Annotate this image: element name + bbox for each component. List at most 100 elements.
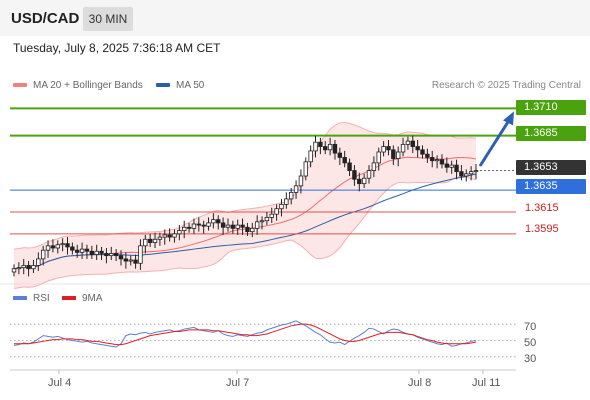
bearish-candle — [75, 249, 80, 253]
bullish-candle — [284, 198, 289, 205]
bullish-candle — [405, 140, 411, 145]
legend-ma50-label: MA 50 — [176, 80, 205, 91]
rsi-tick-50: 50 — [524, 337, 537, 349]
bearish-candle — [347, 162, 352, 171]
x-tick-jul8: Jul 8 — [408, 377, 432, 389]
bullish-candle — [449, 164, 454, 168]
bullish-candle — [361, 177, 367, 185]
bullish-candle — [434, 159, 440, 162]
bullish-candle — [21, 265, 26, 269]
bullish-candle — [235, 224, 240, 229]
bullish-candle — [468, 171, 474, 175]
bullish-candle — [395, 151, 401, 159]
bearish-candle — [352, 170, 357, 180]
bullish-candle — [128, 259, 133, 262]
support-1-label: 1.3615 — [525, 202, 559, 214]
bullish-candle — [16, 267, 22, 270]
bearish-candle — [337, 152, 343, 158]
bearish-candle — [323, 146, 328, 151]
legend-rsi-label: RSI — [33, 293, 50, 304]
bearish-candle — [118, 255, 124, 260]
legend-9ma: 9MA — [62, 293, 103, 304]
bearish-candle — [65, 243, 70, 248]
x-tick-jul4: Jul 4 — [48, 377, 72, 389]
bullish-candle — [254, 221, 260, 229]
legend-ma20: MA 20 + Bollinger Bands — [13, 80, 143, 91]
symbol-title: USD/CAD — [11, 10, 80, 27]
bullish-candle — [274, 208, 279, 215]
bearish-candle — [386, 146, 391, 151]
bearish-candle — [104, 253, 109, 257]
bearish-candle — [113, 253, 119, 257]
bullish-candle — [250, 227, 255, 233]
bullish-candle — [327, 143, 333, 151]
pivot-label: 1.3635 — [516, 179, 586, 194]
bullish-candle — [293, 185, 299, 193]
bearish-candle — [201, 224, 206, 227]
bullish-candle — [31, 265, 36, 270]
bearish-candle — [410, 140, 415, 147]
bearish-candle — [357, 178, 362, 185]
legend-ma50: MA 50 — [156, 80, 204, 91]
bullish-candle — [464, 173, 469, 177]
rsi-tick-30: 30 — [524, 353, 537, 365]
bearish-candle — [89, 250, 95, 255]
bearish-candle — [84, 248, 90, 252]
forecast-arrow — [478, 119, 511, 167]
bearish-candle — [391, 149, 396, 159]
rsi-swatch-icon — [13, 296, 27, 301]
bullish-candle — [36, 258, 41, 266]
bullish-candle — [138, 245, 143, 264]
bullish-candle — [211, 219, 216, 224]
bullish-candle — [264, 217, 270, 222]
bullish-candle — [45, 245, 51, 251]
bullish-candle — [313, 141, 318, 152]
bearish-candle — [459, 171, 464, 177]
bullish-candle — [191, 223, 197, 229]
rsi-tick-70: 70 — [524, 321, 537, 333]
legend-9ma-label: 9MA — [82, 293, 103, 304]
legend-ma20-label: MA 20 + Bollinger Bands — [33, 80, 143, 91]
bullish-candle — [400, 143, 406, 153]
bollinger-upper — [13, 121, 477, 250]
bullish-candle — [143, 238, 148, 247]
research-credit: Research © 2025 Trading Central — [431, 80, 581, 91]
bullish-candle — [225, 224, 231, 228]
bullish-candle — [79, 248, 85, 253]
bullish-candle — [55, 244, 60, 249]
bullish-candle — [157, 236, 163, 240]
timeframe-button[interactable]: 30 MIN — [83, 7, 133, 31]
bullish-candle — [473, 170, 479, 173]
bollinger-band — [14, 122, 476, 289]
bearish-candle — [99, 250, 104, 254]
bullish-candle — [177, 230, 182, 235]
bullish-candle — [279, 203, 284, 210]
bullish-candle — [152, 238, 158, 243]
bullish-candle — [298, 175, 304, 187]
bearish-candle — [196, 223, 201, 226]
bearish-candle — [415, 146, 420, 151]
bullish-candle — [376, 151, 381, 164]
x-tick-jul7: Jul 7 — [226, 377, 250, 389]
chart-datetime: Tuesday, July 8, 2025 7:36:18 AM CET — [13, 41, 221, 55]
bearish-candle — [220, 222, 226, 228]
bullish-candle — [11, 268, 17, 273]
resistance-2-label: 1.3710 — [516, 100, 586, 115]
bearish-candle — [318, 141, 323, 147]
header-bar: USD/CAD 30 MIN — [0, 0, 590, 36]
bearish-candle — [216, 219, 221, 224]
current-price-label: 1.3653 — [516, 160, 586, 175]
x-tick-jul11: Jul 11 — [472, 377, 501, 389]
bearish-candle — [342, 157, 347, 164]
bearish-candle — [332, 143, 338, 154]
ma50-swatch-icon — [156, 83, 170, 88]
legend-rsi: RSI — [13, 293, 50, 304]
bearish-candle — [133, 259, 138, 264]
bullish-candle — [366, 170, 372, 179]
ma20-swatch-icon — [13, 83, 27, 88]
forecast-arrow-head-icon — [503, 111, 514, 126]
bearish-candle — [70, 246, 75, 251]
bullish-candle — [269, 213, 274, 218]
bullish-candle — [172, 233, 177, 238]
